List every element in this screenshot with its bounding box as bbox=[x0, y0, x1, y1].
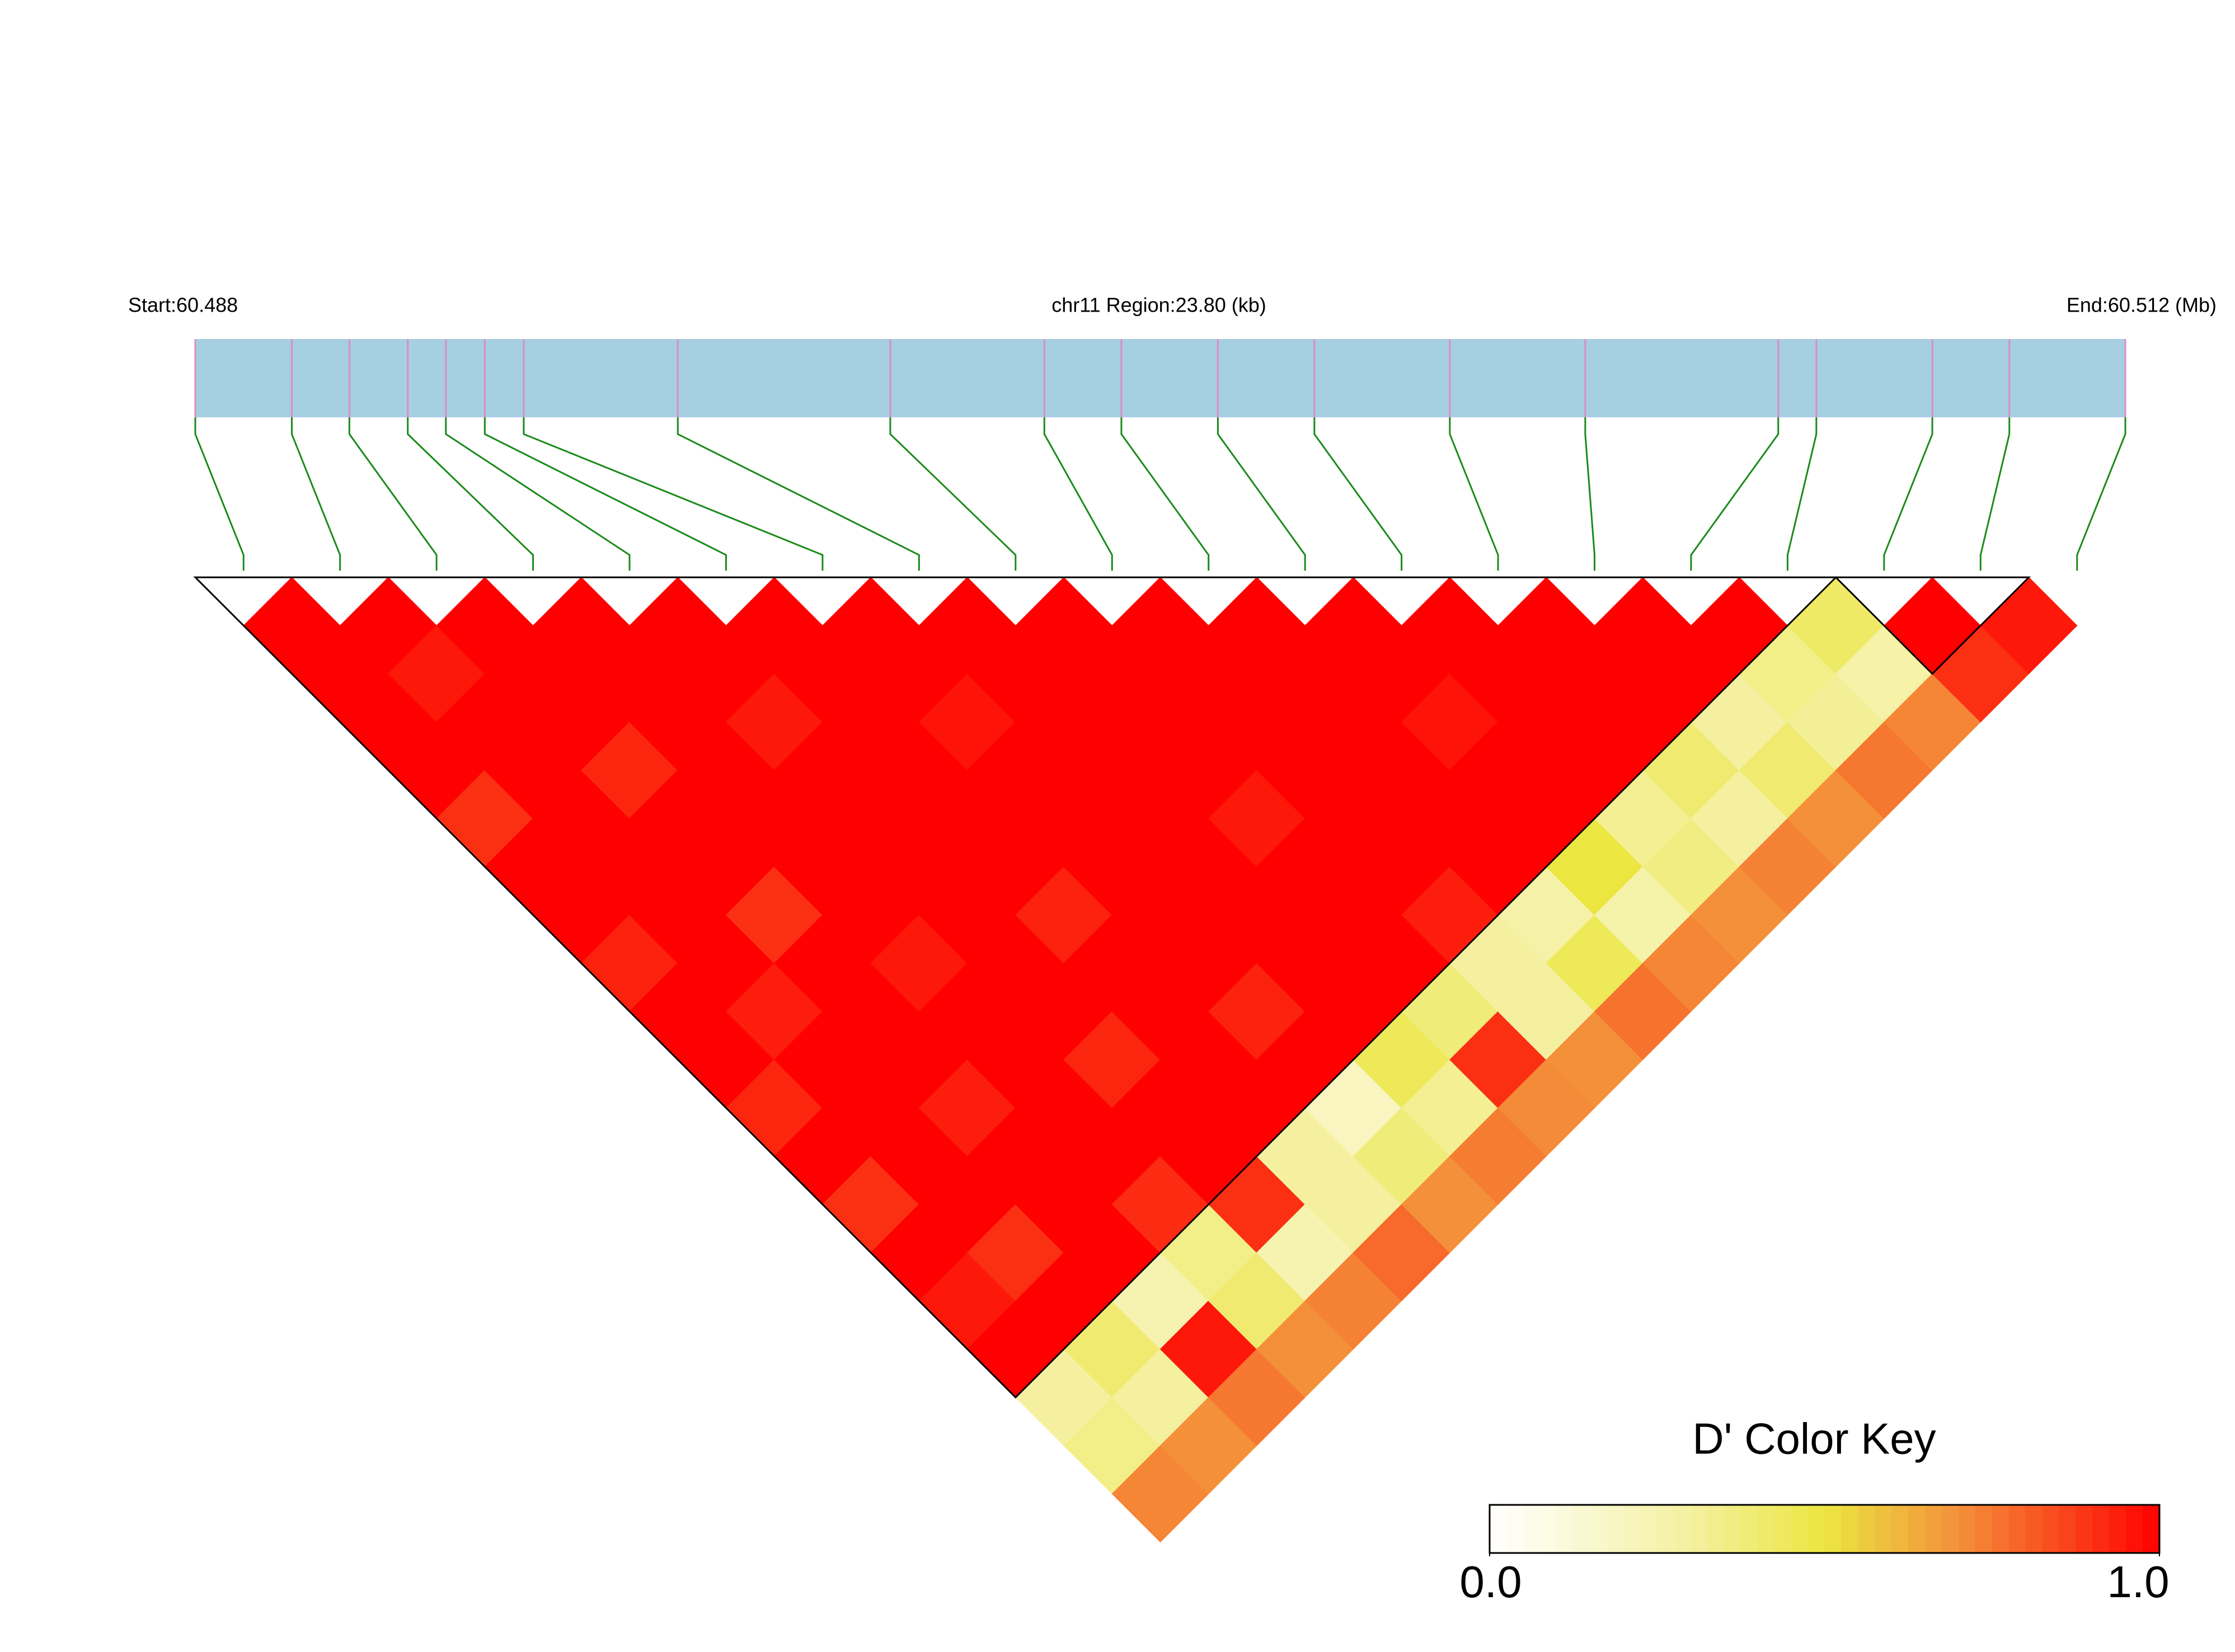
color-key-swatch bbox=[1875, 1505, 1893, 1553]
color-key-swatch bbox=[1941, 1505, 1959, 1553]
color-key-swatch bbox=[1506, 1505, 1524, 1553]
color-key-swatch bbox=[1740, 1505, 1758, 1553]
color-key-swatch bbox=[1992, 1505, 2009, 1553]
color-key-swatch bbox=[2109, 1505, 2127, 1553]
start-label: Start:60.488 bbox=[128, 294, 238, 317]
color-key-swatch bbox=[1925, 1505, 1942, 1553]
snp-connector bbox=[1786, 417, 1818, 571]
ld-block-outline bbox=[193, 576, 1838, 1399]
color-key-swatch bbox=[1841, 1505, 1859, 1553]
snp-connector bbox=[523, 417, 824, 571]
color-key-swatch bbox=[1640, 1505, 1658, 1553]
snp-connector bbox=[1120, 417, 1210, 571]
color-key-swatch bbox=[1908, 1505, 1926, 1553]
color-key-swatch bbox=[2076, 1505, 2093, 1553]
color-key-swatch bbox=[1774, 1505, 1792, 1553]
color-key-swatch bbox=[1590, 1505, 1608, 1553]
color-key-swatch bbox=[1523, 1505, 1541, 1553]
color-key-swatch bbox=[1556, 1505, 1574, 1553]
color-key-swatch bbox=[1539, 1505, 1557, 1553]
snp-connector bbox=[445, 417, 631, 571]
color-key-swatch bbox=[2092, 1505, 2110, 1553]
snp-connector bbox=[1883, 417, 1933, 571]
color-key-swatch bbox=[1958, 1505, 1976, 1553]
snp-connector bbox=[889, 417, 1017, 571]
color-key-swatch bbox=[1891, 1505, 1909, 1553]
color-key-swatch bbox=[2143, 1505, 2160, 1553]
color-key-tick-label: 1.0 bbox=[2107, 1557, 2169, 1607]
snp-connector bbox=[1584, 417, 1596, 571]
color-key-swatch bbox=[2059, 1505, 2077, 1553]
color-key-swatch bbox=[2025, 1505, 2043, 1553]
color-key-swatch bbox=[1757, 1505, 1775, 1553]
snp-connector bbox=[348, 417, 438, 571]
snp-connector bbox=[483, 417, 727, 571]
color-key-swatch bbox=[1607, 1505, 1624, 1553]
color-key-swatch bbox=[1858, 1505, 1876, 1553]
color-key-swatch bbox=[1657, 1505, 1675, 1553]
snp-connector bbox=[194, 417, 245, 571]
region-label: chr11 Region:23.80 (kb) bbox=[1051, 294, 1266, 317]
color-key-swatch bbox=[2008, 1505, 2026, 1553]
snp-connector bbox=[2076, 417, 2126, 571]
snp-connector bbox=[1043, 417, 1113, 571]
color-key-swatch bbox=[1807, 1505, 1825, 1553]
color-key-swatch bbox=[1791, 1505, 1809, 1553]
chromosome-bar bbox=[195, 339, 2125, 417]
color-key-swatch bbox=[1724, 1505, 1741, 1553]
snp-connector bbox=[1979, 417, 2011, 571]
color-key-swatch bbox=[1691, 1505, 1708, 1553]
ld-block-outline bbox=[1834, 576, 2031, 675]
color-key-border bbox=[1489, 1504, 2161, 1554]
color-key-swatch bbox=[1707, 1505, 1725, 1553]
snp-connector bbox=[407, 417, 534, 571]
color-key-swatch bbox=[1573, 1505, 1591, 1553]
snp-connector bbox=[290, 417, 341, 571]
color-key-swatch bbox=[2126, 1505, 2144, 1553]
color-key-swatch bbox=[1674, 1505, 1692, 1553]
color-key-swatch bbox=[1623, 1505, 1641, 1553]
snp-connector bbox=[1690, 417, 1779, 571]
color-key-swatch bbox=[1975, 1505, 1993, 1553]
color-key-swatch bbox=[1490, 1505, 1507, 1553]
color-key-swatch bbox=[1824, 1505, 1842, 1553]
color-key-tick-label: 0.0 bbox=[1459, 1557, 1522, 1607]
end-label: End:60.512 (Mb) bbox=[2067, 294, 2217, 317]
snp-connector bbox=[1449, 417, 1499, 571]
snp-connector bbox=[1313, 417, 1403, 571]
color-key-swatch bbox=[2042, 1505, 2060, 1553]
snp-connector bbox=[677, 417, 920, 571]
snp-connector bbox=[1217, 417, 1306, 571]
color-key-title: D' Color Key bbox=[1692, 1414, 1936, 1463]
